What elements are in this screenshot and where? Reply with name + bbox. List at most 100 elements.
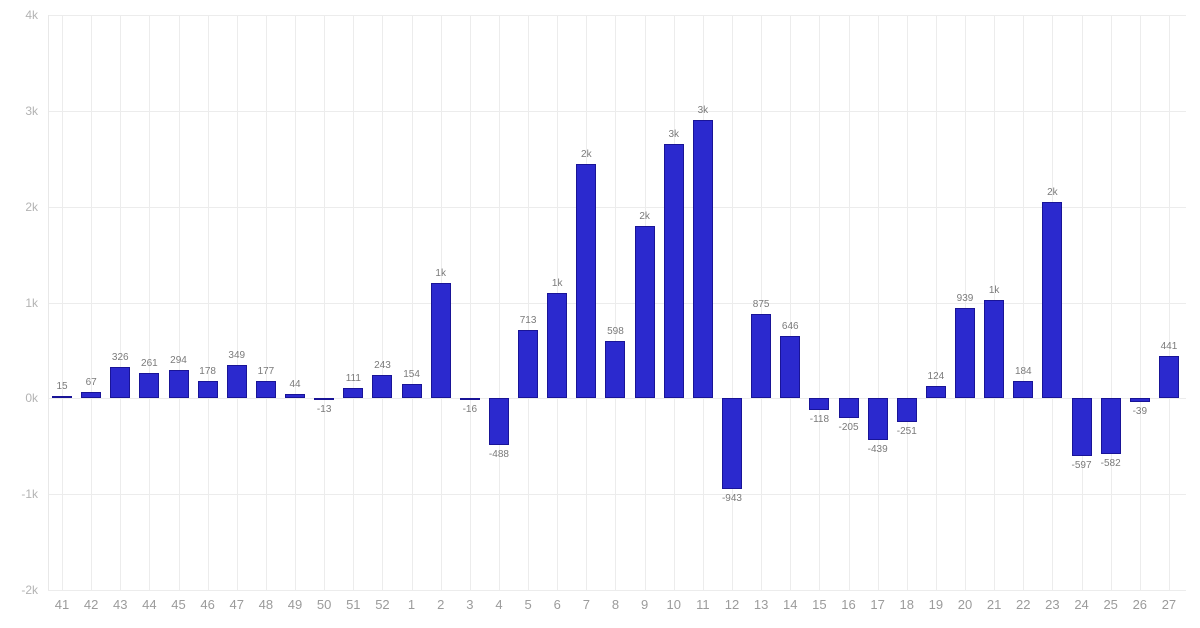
h-gridline [48, 110, 1186, 112]
bar-value-label: 2k [639, 210, 650, 222]
x-tick-label: 45 [171, 597, 186, 612]
bar-value-label: 67 [85, 376, 97, 388]
bar[interactable] [372, 375, 393, 399]
bar[interactable] [81, 391, 102, 399]
bar[interactable] [343, 387, 364, 399]
bar[interactable] [955, 308, 976, 399]
bar[interactable] [634, 225, 655, 399]
x-tick-label: 11 [696, 597, 710, 612]
bar-value-label: 1k [988, 284, 1000, 296]
x-tick-label: 51 [346, 597, 361, 612]
bar-value-label: 243 [374, 360, 391, 372]
bar[interactable] [1100, 398, 1121, 455]
bar-value-label: 939 [956, 293, 974, 305]
bar[interactable] [139, 373, 160, 399]
bar[interactable] [459, 398, 480, 401]
bar[interactable] [780, 336, 801, 399]
bar[interactable] [751, 314, 772, 399]
h-gridline [48, 15, 1186, 16]
bar[interactable] [1013, 380, 1034, 399]
bar[interactable] [1158, 356, 1179, 399]
v-gridline [615, 15, 617, 590]
bar-value-label: -205 [838, 421, 859, 433]
bar-value-label: 294 [170, 355, 187, 367]
x-tick-label: 27 [1161, 597, 1177, 612]
bar[interactable] [168, 370, 189, 399]
v-gridline [819, 15, 821, 590]
x-tick-label: 22 [1016, 597, 1031, 612]
bar[interactable] [197, 381, 218, 399]
bar-value-label: -251 [896, 426, 917, 438]
v-gridline [498, 15, 500, 590]
bar-value-label: 184 [1014, 365, 1032, 377]
bar[interactable] [52, 396, 72, 399]
x-tick-label: 25 [1103, 597, 1118, 612]
bar[interactable] [430, 283, 451, 399]
bar[interactable] [518, 330, 539, 399]
bar[interactable] [809, 398, 830, 410]
v-gridline [848, 15, 850, 590]
bar[interactable] [663, 144, 684, 399]
x-tick-label: 23 [1045, 597, 1060, 612]
bar-value-label: -118 [809, 413, 830, 425]
v-gridline [877, 15, 879, 590]
bar-value-label: -39 [1132, 406, 1148, 418]
x-tick-label: 1 [407, 597, 416, 612]
bar[interactable] [721, 398, 742, 489]
v-gridline [1139, 15, 1141, 590]
v-gridline [469, 15, 471, 590]
x-tick-label: 47 [229, 597, 244, 612]
bar[interactable] [314, 398, 335, 401]
bar[interactable] [401, 383, 422, 399]
v-gridline [62, 15, 63, 590]
bar-value-label: 441 [1160, 341, 1178, 353]
h-gridline [48, 590, 1186, 591]
bar-value-label: 154 [403, 368, 420, 380]
bar-value-label: 178 [199, 366, 216, 378]
bar-value-label: 713 [519, 315, 537, 326]
bar[interactable] [285, 394, 306, 399]
x-tick-label: 21 [986, 597, 1002, 612]
bar-value-label: -943 [721, 492, 742, 504]
v-gridline [411, 15, 413, 590]
x-tick-label: 17 [870, 597, 885, 612]
bar[interactable] [925, 386, 946, 399]
h-gridline [48, 206, 1186, 208]
y-tick-label: -1k [21, 487, 38, 502]
bar[interactable] [110, 367, 131, 399]
bar-value-label: 1k [435, 268, 446, 280]
x-tick-label: 49 [287, 597, 303, 612]
bar-value-label: -582 [1100, 458, 1121, 470]
bar[interactable] [488, 398, 509, 446]
x-tick-label: 9 [640, 597, 649, 612]
x-tick-label: 5 [524, 597, 532, 612]
x-tick-label: 19 [928, 597, 944, 612]
x-tick-label: 18 [899, 597, 914, 612]
bar[interactable] [547, 292, 568, 399]
bar[interactable] [838, 398, 859, 418]
bar-value-label: 646 [781, 321, 799, 333]
bar-value-label: -597 [1071, 459, 1092, 471]
bar[interactable] [984, 299, 1005, 399]
v-gridline [790, 15, 792, 590]
v-gridline [528, 15, 530, 590]
bar[interactable] [1042, 201, 1063, 399]
bar[interactable] [1071, 398, 1092, 456]
x-tick-label: 26 [1132, 597, 1148, 612]
bar[interactable] [1129, 398, 1150, 403]
bar[interactable] [896, 398, 917, 423]
bar[interactable] [867, 398, 888, 441]
bar[interactable] [605, 341, 626, 399]
v-gridline [1110, 15, 1112, 590]
bar[interactable] [692, 120, 713, 399]
y-tick-label: -2k [21, 583, 38, 597]
bar[interactable] [255, 381, 276, 399]
bar-value-label: 124 [927, 371, 945, 383]
bar[interactable] [226, 364, 247, 399]
bar-value-label: -13 [316, 404, 332, 416]
bar[interactable] [576, 163, 597, 399]
x-tick-label: 8 [611, 597, 620, 612]
bar-value-label: 177 [257, 366, 275, 378]
h-gridline [48, 398, 1186, 400]
